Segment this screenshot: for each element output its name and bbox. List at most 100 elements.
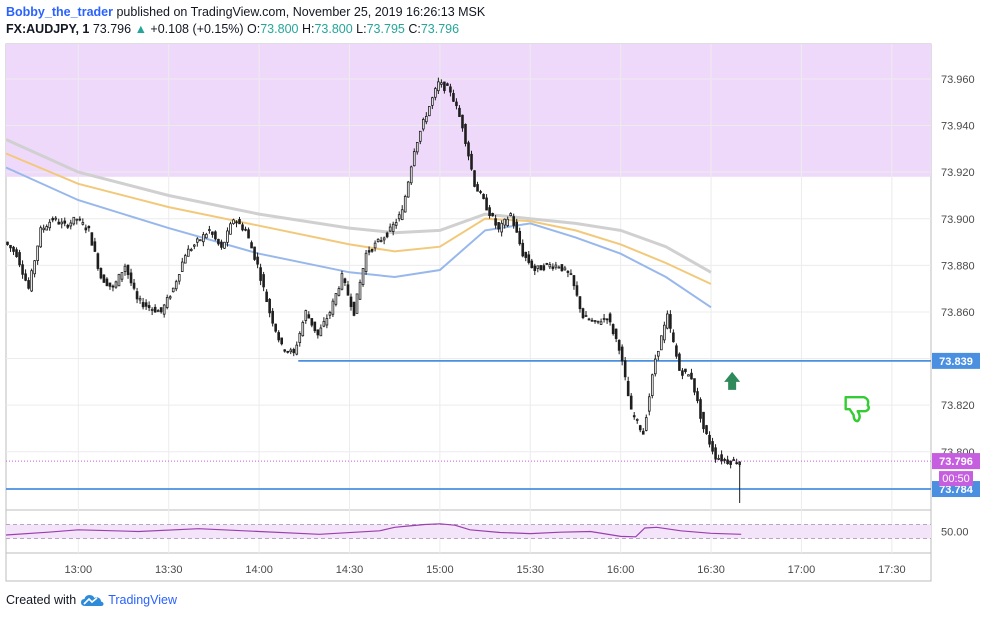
candle-body (352, 301, 356, 316)
candle-body (635, 418, 639, 421)
candle-body (183, 255, 187, 264)
candle-body (641, 430, 645, 435)
candle-body (530, 260, 534, 269)
candle-body (608, 313, 612, 323)
candle-body (66, 224, 70, 228)
candle-body (322, 321, 326, 327)
candle-body (193, 244, 196, 247)
time-tick-label: 17:00 (788, 564, 816, 576)
candle-body (434, 88, 437, 98)
candle-body (584, 315, 588, 317)
candle-body (147, 305, 151, 309)
candle-body (373, 242, 377, 249)
candle-body (476, 184, 479, 192)
candle-body (479, 191, 482, 193)
candle-body (482, 193, 485, 200)
low-label: L: (356, 22, 367, 36)
candle-body (735, 462, 738, 465)
candle-body (129, 272, 133, 284)
candle-body (298, 332, 302, 343)
candle-body (144, 302, 148, 307)
candle-body (678, 353, 681, 371)
candle-body (63, 220, 67, 224)
open-label: O: (247, 22, 261, 36)
candle-body (464, 123, 467, 144)
candle-body (626, 380, 630, 397)
candle-body (349, 296, 353, 308)
candle-body (446, 83, 449, 86)
candle-body (123, 265, 127, 272)
candle-body (524, 251, 528, 258)
candle-body (180, 261, 184, 272)
level-price-tag (932, 352, 980, 369)
candle-body (605, 318, 609, 321)
candle-body (732, 459, 735, 462)
candle-body (687, 374, 690, 377)
candle-body (259, 267, 262, 281)
candle-body (729, 460, 732, 465)
candle-body (512, 216, 515, 226)
candle-body (602, 318, 606, 320)
candle-body (310, 318, 314, 326)
candle-body (268, 298, 271, 314)
candle-body (461, 114, 464, 129)
candle-body (418, 130, 422, 142)
time-tick-label: 15:00 (426, 564, 454, 576)
price-tick-label: 73.900 (941, 214, 975, 226)
candle-body (551, 266, 555, 269)
candle-body (663, 324, 666, 341)
candle-body (494, 218, 497, 226)
candle-body (644, 417, 648, 431)
candle-body (723, 459, 726, 461)
candle-body (102, 274, 106, 283)
candle-body (229, 223, 232, 235)
candle-body (132, 282, 136, 289)
candle-body (518, 231, 522, 245)
candle-body (325, 318, 329, 326)
time-tick-label: 14:00 (245, 564, 273, 576)
candle-body (521, 242, 525, 257)
time-tick-label: 13:00 (65, 564, 93, 576)
countdown-label: 00:50 (942, 473, 970, 485)
candle-body (617, 339, 621, 351)
candle-body (367, 250, 371, 253)
candle-body (75, 218, 79, 221)
candle-body (575, 285, 579, 296)
candle-body (394, 222, 398, 226)
low-value: 73.795 (366, 22, 405, 36)
candle-body (81, 222, 85, 225)
open-value: 73.800 (260, 22, 299, 36)
candle-body (307, 314, 311, 319)
candle-body (241, 224, 244, 231)
candle-body (548, 264, 552, 268)
candle-body (319, 327, 323, 337)
candle-body (638, 425, 642, 431)
author-name[interactable]: Bobby_the_trader (6, 5, 113, 19)
candle-body (385, 232, 389, 238)
candle-body (467, 142, 470, 157)
candle-body (57, 221, 61, 225)
candle-body (599, 321, 603, 325)
tradingview-brand[interactable]: TradingView (108, 593, 177, 607)
candle-body (108, 282, 112, 287)
candle-body (620, 346, 624, 362)
candle-body (165, 297, 169, 308)
time-tick-label: 13:30 (155, 564, 183, 576)
candle-body (452, 93, 455, 102)
candle-body (666, 313, 669, 329)
candle-body (280, 337, 283, 345)
candle-body (693, 378, 696, 393)
candle-body (208, 229, 211, 231)
candle-body (274, 323, 277, 332)
candle-body (660, 335, 663, 351)
candle-body (675, 345, 678, 357)
candle-body (726, 459, 729, 465)
candle-body (135, 291, 139, 300)
candle-body (114, 281, 118, 288)
symbol-legend: FX:AUDJPY, 1 73.796 ▲ +0.108 (+0.15%) O:… (6, 22, 459, 36)
candle-body (99, 267, 103, 279)
candle-body (265, 291, 268, 303)
candle-body (51, 218, 55, 221)
change-up-icon: ▲ (134, 22, 147, 36)
